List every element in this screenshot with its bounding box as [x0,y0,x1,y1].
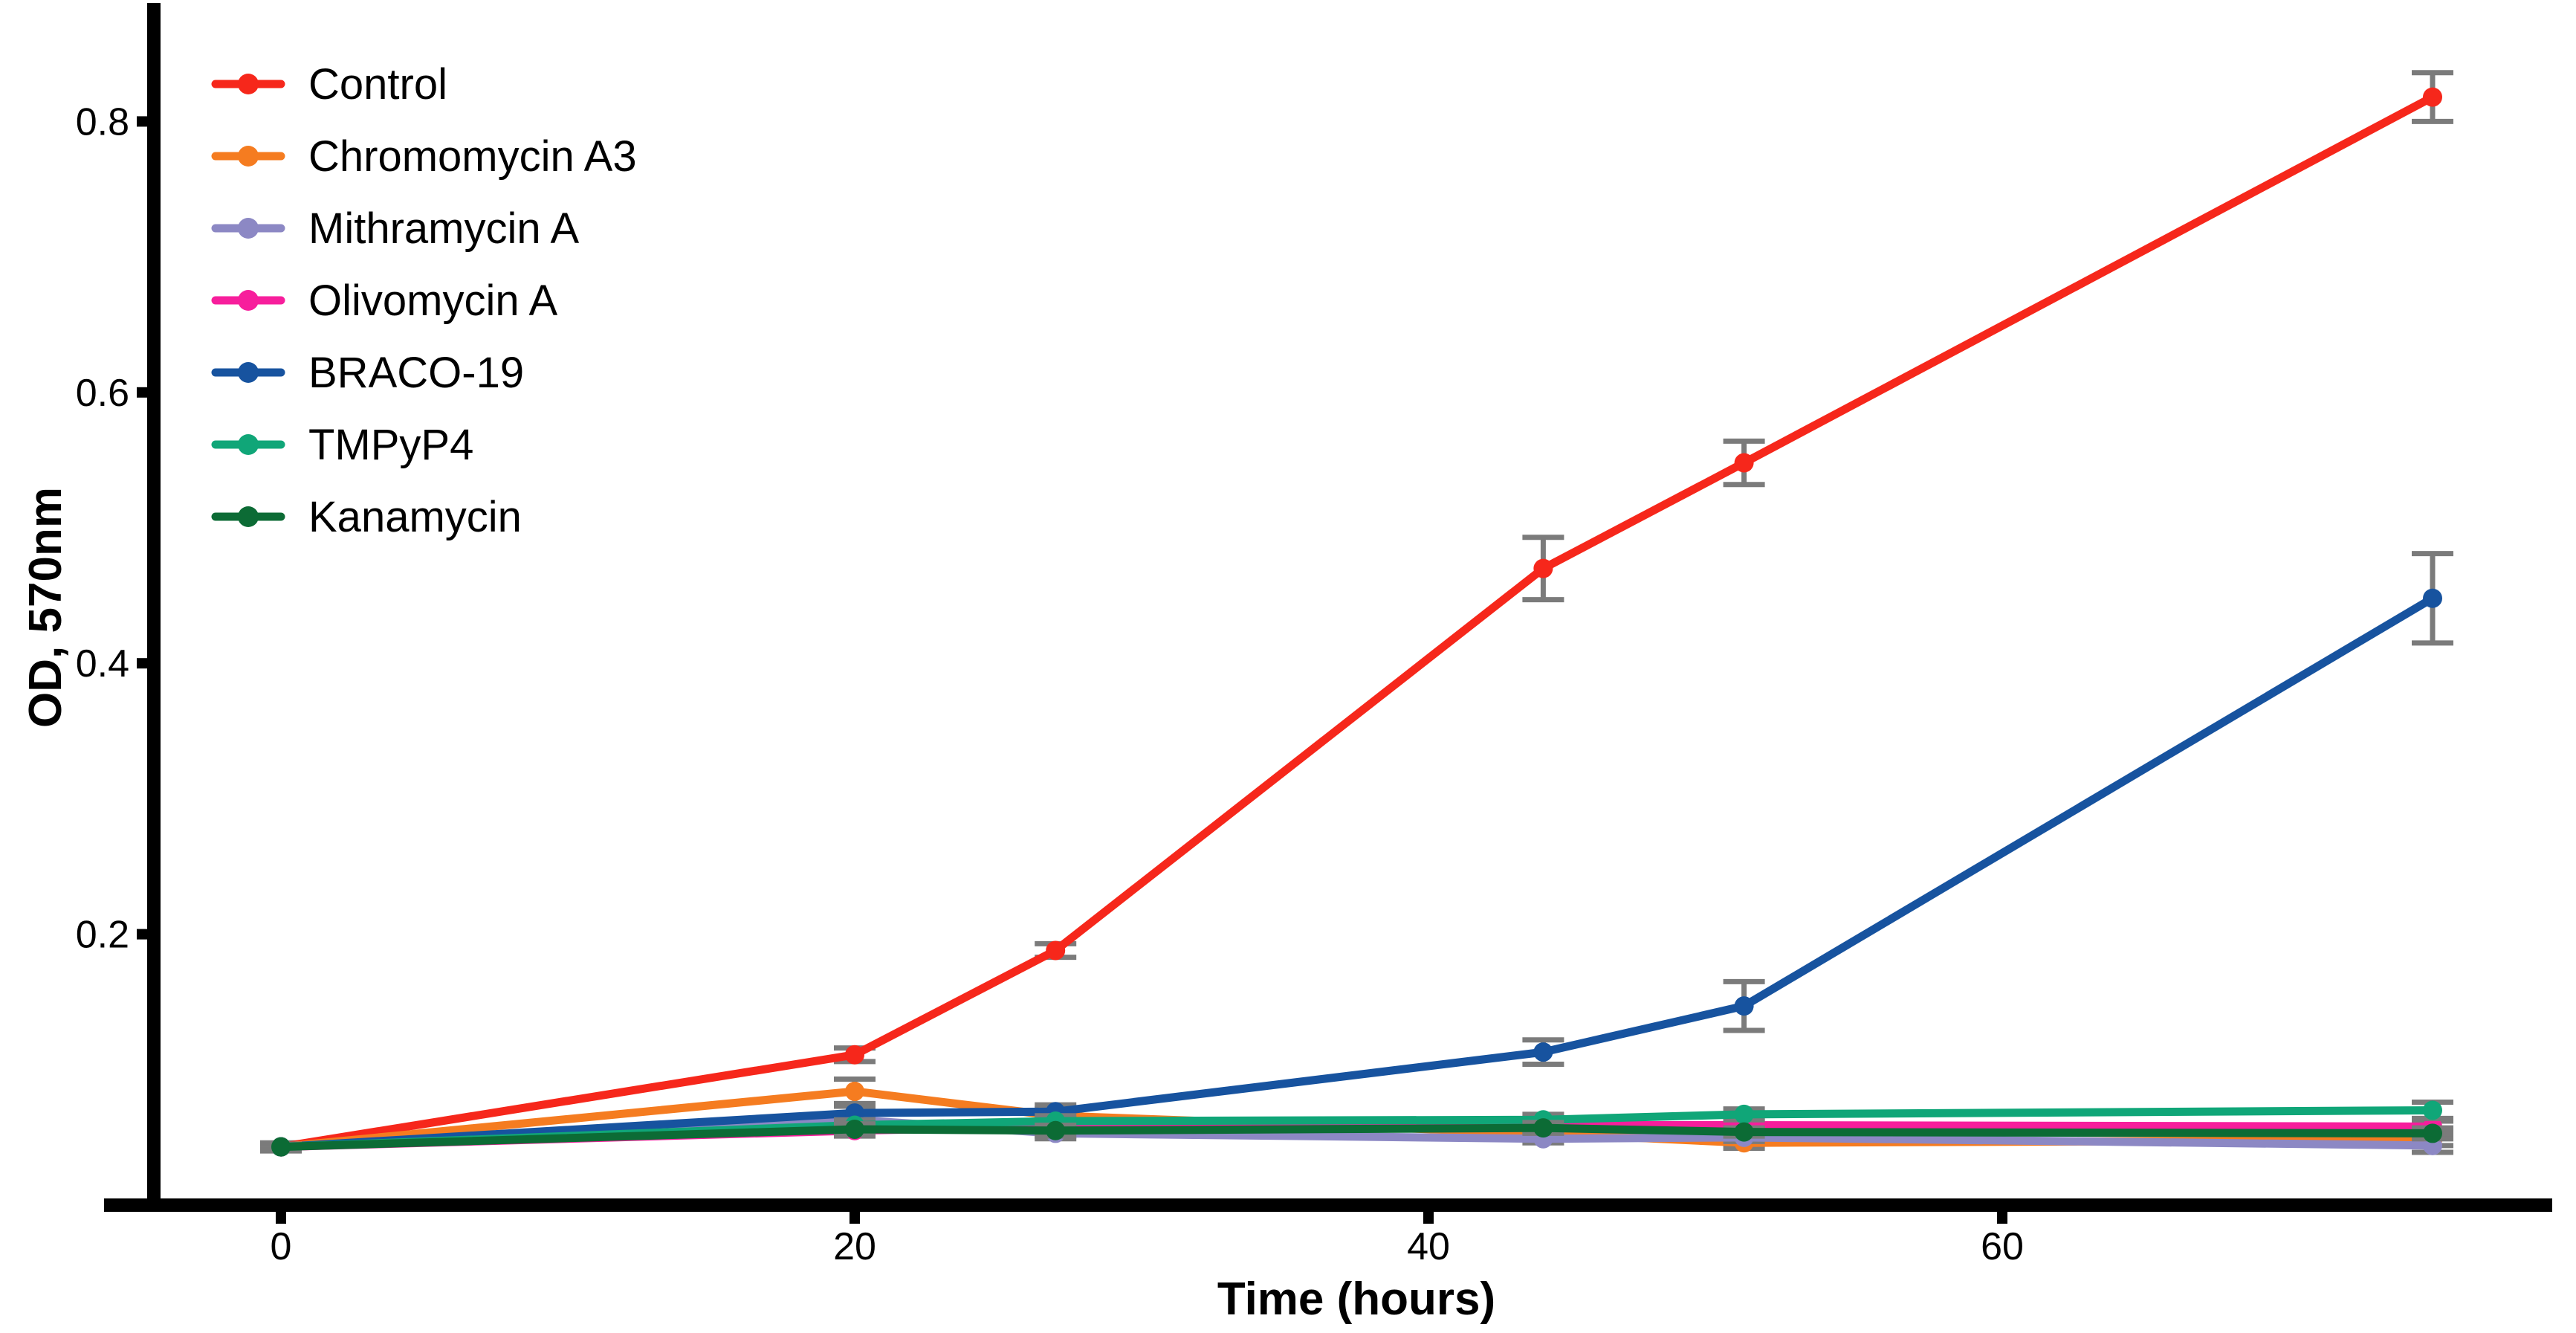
data-point [1734,996,1754,1016]
axes: 0.2 0.4 0.6 0.8 0 20 40 60 [76,3,2552,1268]
series-braco-19 [260,551,2453,1157]
y-axis-title: OD, 570nm [20,487,71,728]
series-line [276,93,2437,1152]
data-point [1533,1118,1553,1138]
legend-label: TMPyP4 [308,421,473,469]
series-kanamycin [260,1118,2453,1157]
data-point [1734,1104,1754,1124]
legend-point-swatch [238,506,259,527]
legend-point-swatch [238,434,259,455]
y-tick-label: 0.2 [76,914,129,957]
x-tick-mark [276,1212,286,1224]
x-axis-title: Time (hours) [1217,1274,1495,1325]
legend: Control Chromomycin A3 Mithramycin A Olivom… [211,60,637,541]
legend-point-swatch [238,218,259,239]
x-tick-mark [1997,1212,2007,1224]
x-tick-label: 20 [833,1225,876,1268]
legend-label: Kanamycin [308,493,522,541]
legend-label: Chromomycin A3 [308,132,637,181]
legend-label: BRACO-19 [308,349,524,397]
data-point [271,1137,291,1157]
y-tick-label: 0.6 [76,372,129,415]
series-line [276,1123,2437,1152]
x-axis-ticks: 0 20 40 60 [271,1212,2024,1268]
series-line [276,594,2437,1152]
legend-label: Control [308,60,447,109]
data-point [845,1119,864,1139]
x-tick-label: 0 [271,1225,292,1268]
series-line [276,1115,2437,1152]
x-tick-mark [1423,1212,1434,1224]
data-point [1046,1120,1066,1140]
data-point [2423,1100,2442,1120]
x-tick-label: 60 [1981,1225,2024,1268]
x-tick-label: 40 [1407,1225,1450,1268]
data-point [1734,453,1754,473]
data-series [260,70,2453,1157]
x-tick-mark [850,1212,860,1224]
data-point [2423,1123,2442,1143]
legend-point-swatch [238,290,259,311]
legend-label: Mithramycin A [308,204,580,253]
y-tick-mark [137,929,147,940]
data-point [1533,1042,1553,1062]
legend-item-tmpyp4: TMPyP4 [211,421,473,469]
legend-point-swatch [238,146,259,167]
data-point [1046,940,1066,961]
data-point [1533,558,1553,578]
y-tick-label: 0.4 [76,642,129,685]
y-tick-mark [137,116,147,127]
y-axis-line [147,3,161,1212]
data-point [845,1045,864,1065]
data-point [2423,87,2442,107]
legend-item-mithramycin-a: Mithramycin A [211,204,580,253]
legend-item-chromomycin-a3: Chromomycin A3 [211,132,637,181]
y-tick-mark [137,387,147,398]
data-point [845,1081,864,1101]
legend-item-braco-19: BRACO-19 [211,349,524,397]
series-control [260,70,2453,1157]
legend-item-kanamycin: Kanamycin [211,493,522,541]
x-axis-line [104,1198,2552,1212]
legend-label: Olivomycin A [308,277,558,325]
y-axis-ticks: 0.2 0.4 0.6 0.8 [76,100,147,957]
legend-item-olivomycin-a: Olivomycin A [211,277,558,325]
data-point [1734,1122,1754,1142]
legend-item-control: Control [211,60,447,109]
legend-point-swatch [238,362,259,383]
data-point [2423,588,2442,608]
y-tick-mark [137,658,147,669]
legend-point-swatch [238,74,259,94]
y-tick-label: 0.8 [76,100,129,143]
